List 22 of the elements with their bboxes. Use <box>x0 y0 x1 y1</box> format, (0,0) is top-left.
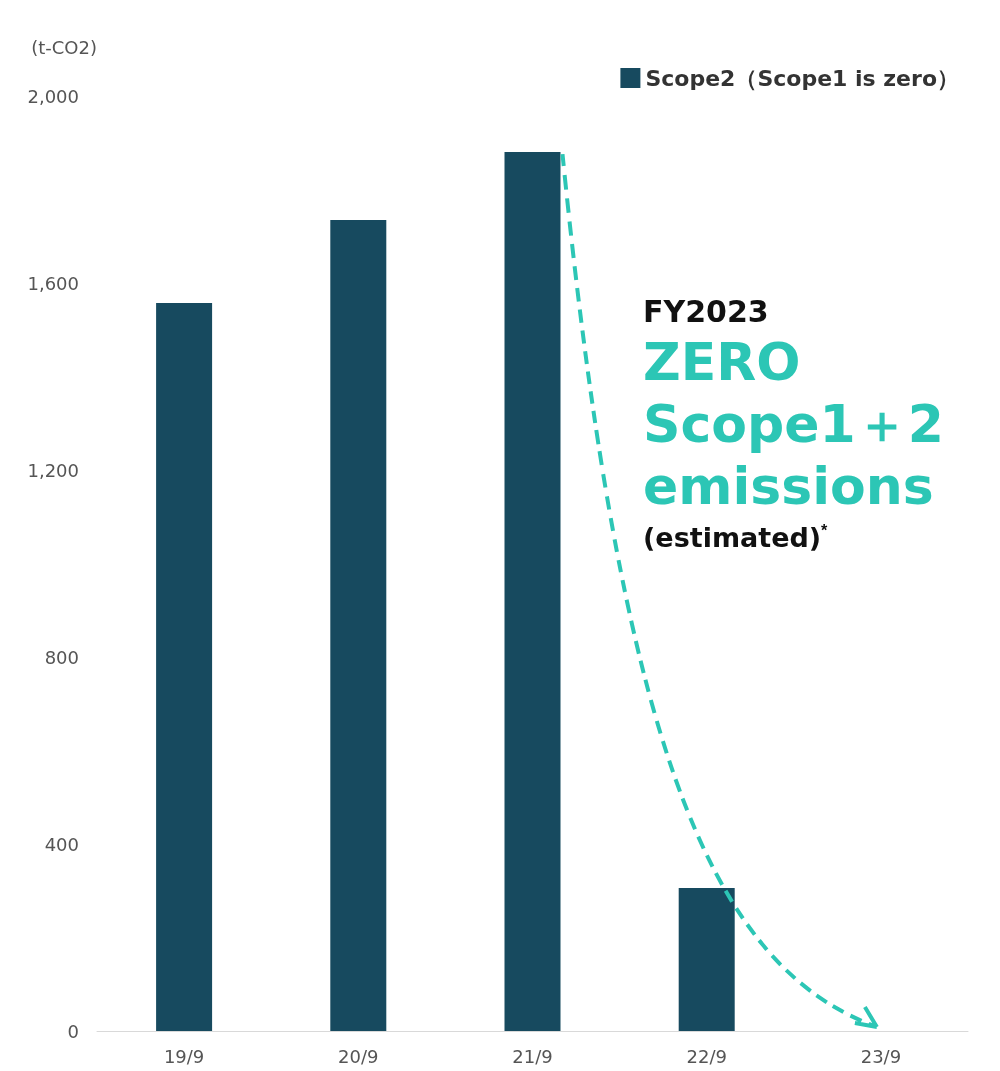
legend-label: Scope2（Scope1 is zero） <box>645 65 960 91</box>
annotation: (estimated)* <box>643 521 829 553</box>
annotation: emissions <box>643 456 934 516</box>
bar <box>504 152 561 1031</box>
bar <box>678 887 735 1031</box>
annotation: FY2023 <box>643 293 769 329</box>
x-tick-label: 19/9 <box>163 1045 205 1067</box>
y-tick-label: 0 <box>67 1020 79 1042</box>
y-tick-label: 800 <box>44 646 79 668</box>
x-tick-label: 21/9 <box>512 1045 553 1067</box>
bar <box>330 219 387 1031</box>
x-tick-label: 20/9 <box>338 1045 379 1067</box>
x-tick-label: 22/9 <box>686 1045 727 1067</box>
bar <box>156 303 213 1031</box>
y-tick-label: 2,000 <box>27 85 79 107</box>
annotation: ZERO <box>643 332 801 392</box>
x-tick-label: 23/9 <box>860 1045 902 1067</box>
annotation: Scope1＋2 <box>643 394 944 454</box>
y-axis-title: (t-CO2) <box>31 36 97 58</box>
y-tick-label: 1,200 <box>27 459 79 481</box>
y-tick-label: 1,600 <box>27 272 79 294</box>
y-tick-label: 400 <box>44 833 79 855</box>
